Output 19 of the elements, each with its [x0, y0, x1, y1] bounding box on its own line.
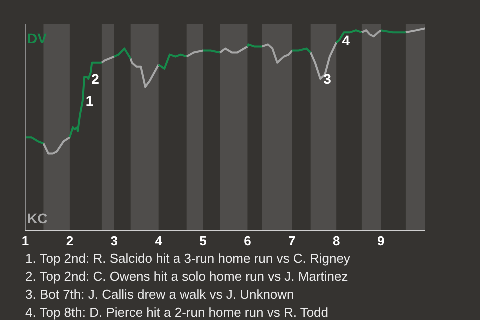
- text: 4. Top 8th: D. Pierce hit a 2-run home run vs R. Todd: [26, 305, 329, 320]
- x-tick-label: 8: [332, 234, 340, 248]
- x-tick-label: 3: [110, 234, 118, 248]
- annotation: KC: [28, 210, 48, 226]
- x-tick-label: 9: [377, 234, 385, 248]
- x-tick-label: 1: [22, 234, 30, 248]
- annotation: 1: [86, 93, 94, 110]
- x-tick-label: 7: [288, 234, 296, 248]
- x-tick-label: 5: [200, 234, 207, 248]
- annotation: DV: [28, 30, 48, 47]
- text: 1. Top 2nd: R. Salcido hit a 3-run home run vs C. Rigney: [26, 251, 351, 266]
- x-tick-label: 4: [155, 234, 164, 248]
- x-tick-label: 2: [66, 234, 74, 248]
- annotation: 3: [324, 71, 332, 88]
- text: 3. Bot 7th: J. Callis drew a walk vs J. Unknown: [26, 287, 294, 302]
- text: 2. Top 2nd: C. Owens hit a solo home run vs J. Martinez: [26, 269, 348, 284]
- annotation: 2: [92, 71, 100, 88]
- annotation: 4: [342, 32, 350, 49]
- x-tick-label: 6: [244, 234, 252, 248]
